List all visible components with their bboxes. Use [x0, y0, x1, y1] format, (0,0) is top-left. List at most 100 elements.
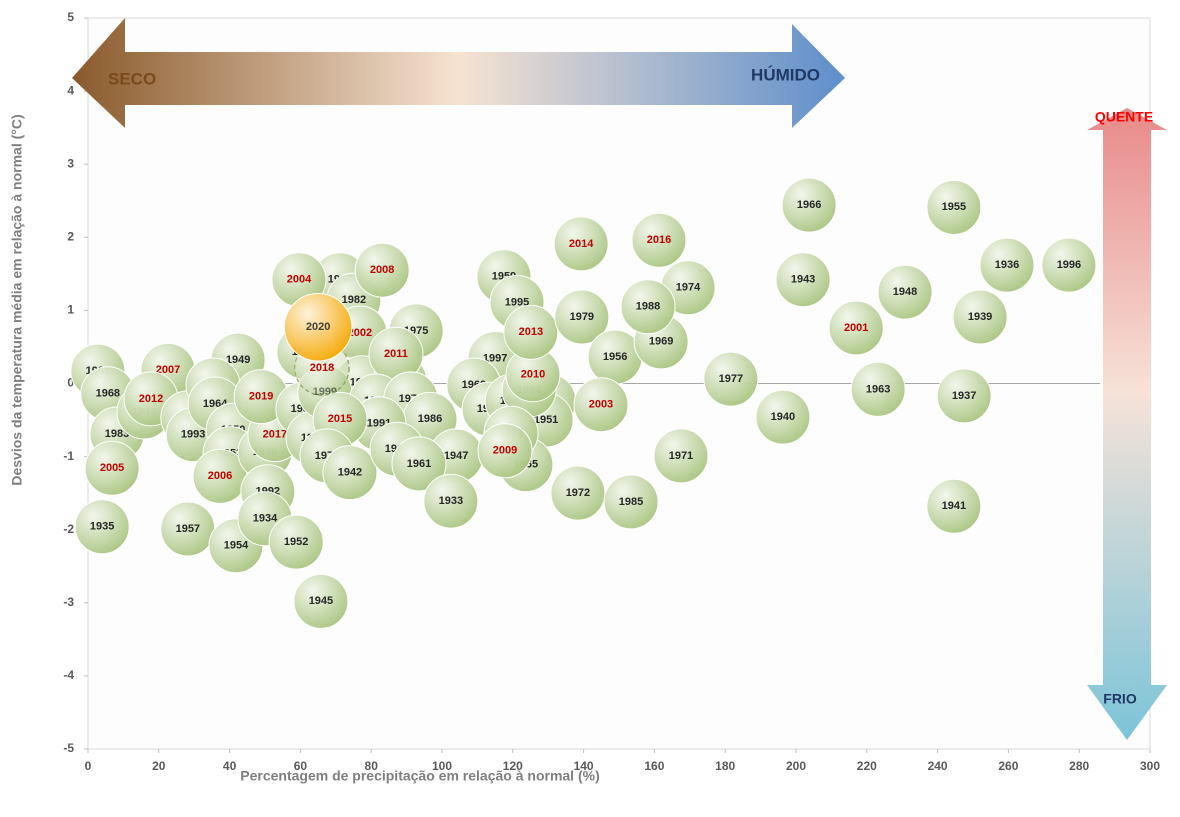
bubble-label: 1952	[284, 536, 308, 548]
x-tick-label: 300	[1140, 759, 1160, 773]
y-tick-label: -3	[63, 595, 74, 609]
bubble-shine	[322, 445, 377, 500]
bubble-label: 2008	[370, 264, 394, 276]
bubble-label: 2010	[521, 369, 545, 381]
bubble-shine	[703, 352, 758, 407]
bubble-shine	[160, 501, 215, 556]
bubble-shine	[782, 178, 837, 233]
x-tick-label: 240	[928, 759, 948, 773]
bubble-label: 1982	[342, 294, 366, 306]
y-tick-label: -2	[63, 522, 74, 536]
bubble-label: 1966	[797, 199, 821, 211]
x-tick-label: 60	[294, 759, 308, 773]
x-tick-label: 200	[786, 759, 806, 773]
bubble-label: 2001	[844, 322, 868, 334]
bubble-label: 2015	[328, 413, 352, 425]
y-tick-label: 2	[67, 229, 74, 243]
bubble-shine	[193, 449, 248, 504]
bubble-label: 1942	[338, 467, 362, 479]
bubble-label: 1986	[418, 413, 442, 425]
bubble-shine	[478, 423, 533, 478]
bubble-shine	[937, 368, 992, 423]
y-axis-title: Desvios da temperatura média em relação …	[9, 114, 25, 485]
annotation: FRIO	[1103, 691, 1137, 707]
bubble-shine	[926, 479, 981, 534]
bubble-shine	[550, 466, 605, 521]
bubble-shine	[284, 293, 352, 361]
bubble-label: 1971	[669, 450, 693, 462]
bubble-label: 1997	[483, 353, 507, 365]
y-tick-label: -1	[63, 449, 74, 463]
bubble-label: 1996	[1057, 259, 1081, 271]
bubble-shine	[554, 289, 609, 344]
y-tick-label: 0	[67, 376, 74, 390]
bubble-shine	[851, 362, 906, 417]
y-tick-label: 5	[67, 10, 74, 24]
bubble-shine	[926, 180, 981, 235]
bubble-label: 1935	[90, 521, 114, 533]
bubble-shine	[979, 238, 1034, 293]
bubble-label: 1974	[676, 282, 701, 294]
bubble-shine	[621, 279, 676, 334]
bubble-label: 1993	[181, 429, 205, 441]
x-tick-label: 160	[644, 759, 664, 773]
x-tick-label: 220	[857, 759, 877, 773]
bubble-shine	[554, 216, 609, 271]
bubble-label: 2005	[100, 462, 124, 474]
bubble-label: 2002	[348, 327, 372, 339]
x-tick-label: 100	[432, 759, 452, 773]
bubble-label: 1969	[649, 336, 673, 348]
bubble-shine	[271, 252, 326, 307]
y-tick-label: 4	[67, 83, 74, 97]
x-tick-label: 80	[365, 759, 379, 773]
bubble-shine	[588, 330, 643, 385]
bubble-label: 2019	[249, 391, 273, 403]
bubble-label: 2011	[384, 348, 408, 360]
bubble-label: 1963	[866, 383, 890, 395]
bubble-label: 1941	[942, 500, 966, 512]
y-tick-label: 3	[67, 156, 74, 170]
bubble-label: 1955	[942, 201, 966, 213]
bubble-shine	[505, 347, 560, 402]
bubble-label: 1977	[719, 373, 743, 385]
bubble-label: 2004	[287, 274, 312, 286]
bubble-shine	[755, 390, 810, 445]
bubble-shine	[653, 428, 708, 483]
bubble-label: 2020	[306, 321, 330, 333]
bubble-label: 2007	[156, 364, 180, 376]
y-tick-label: -5	[63, 741, 74, 755]
bubble-shine	[776, 252, 831, 307]
x-tick-label: 180	[715, 759, 735, 773]
bubble-label: 2006	[208, 470, 232, 482]
bubble-label: 1951	[534, 414, 558, 426]
bubble-shine	[503, 305, 558, 360]
bubble-label: 1945	[309, 595, 333, 607]
x-tick-label: 20	[152, 759, 166, 773]
bubble-label: 1956	[603, 351, 627, 363]
bubble-shine	[391, 436, 446, 491]
annotation: HÚMIDO	[751, 65, 820, 84]
bubble-label: 1936	[995, 259, 1019, 271]
bubble-shine	[75, 499, 130, 554]
x-tick-label: 0	[85, 759, 92, 773]
bubble-shine	[953, 289, 1008, 344]
x-tick-label: 140	[574, 759, 594, 773]
bubble-shine	[368, 327, 423, 382]
bubble-label: 1957	[176, 523, 200, 535]
bubble-label: 1988	[636, 301, 660, 313]
bubble-label: 1972	[566, 487, 590, 499]
bubble-label: 1940	[771, 411, 795, 423]
x-tick-label: 280	[1069, 759, 1089, 773]
bubble-label: 1937	[952, 390, 976, 402]
bubble-label: 1948	[893, 286, 917, 298]
bubble-label: 1933	[439, 495, 463, 507]
bubble-label: 1943	[791, 274, 815, 286]
x-tick-label: 260	[998, 759, 1018, 773]
bubble-label: 1939	[968, 311, 992, 323]
bubble-label: 1961	[407, 458, 431, 470]
bubble-shine	[85, 441, 140, 496]
bubble-label: 2018	[310, 362, 334, 374]
bubble-label: 1947	[444, 450, 468, 462]
bubble-label: 2014	[569, 238, 594, 250]
